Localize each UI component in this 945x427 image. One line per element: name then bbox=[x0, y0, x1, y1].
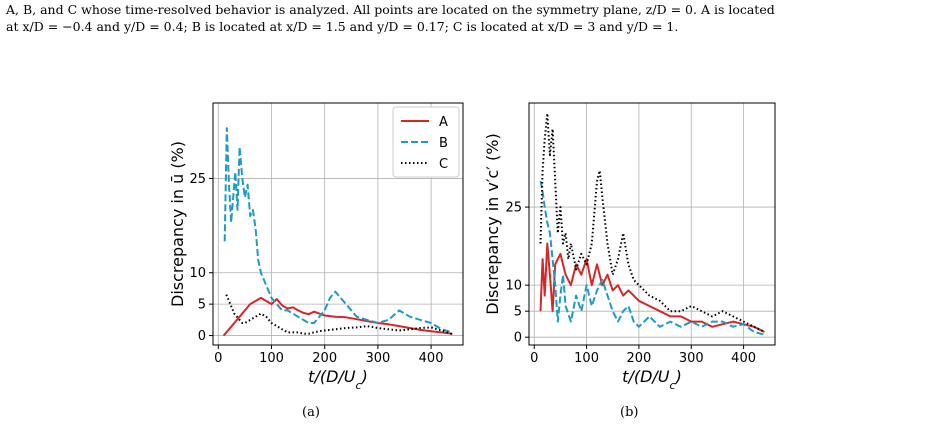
series-line-C bbox=[539, 112, 765, 333]
panel-b-label: (b) bbox=[620, 405, 639, 420]
caption-line-2: at x/D = −0.4 and y/D = 0.4; B is locate… bbox=[6, 19, 679, 34]
y-tick-label: 5 bbox=[514, 305, 522, 320]
series-line-B bbox=[223, 127, 453, 334]
x-tick-label: 200 bbox=[627, 351, 652, 366]
x-tick-label: 0 bbox=[214, 351, 222, 366]
x-tick-label: 400 bbox=[419, 351, 444, 366]
y-tick-label: 10 bbox=[189, 266, 206, 281]
y-tick-label: 10 bbox=[505, 279, 522, 294]
y-tick-label: 0 bbox=[198, 329, 206, 344]
y-axis-label: Discrepancy in ū (%) bbox=[168, 141, 187, 307]
x-tick-label: 300 bbox=[365, 351, 390, 366]
y-tick-label: 0 bbox=[514, 331, 522, 346]
x-tick-label: 200 bbox=[312, 351, 337, 366]
legend-label-B: B bbox=[439, 136, 448, 151]
x-axis-label: t/(D/Uc) bbox=[308, 367, 368, 392]
legend-label-A: A bbox=[439, 115, 448, 130]
y-tick-label: 25 bbox=[505, 201, 522, 216]
axes-frame bbox=[528, 102, 776, 346]
series-line-A bbox=[539, 242, 765, 333]
y-tick-label: 5 bbox=[198, 298, 206, 313]
chart-panel-a: 0 100 200 300 400 0 5 10 25 t/(D/Uc) Discrepancy i… bbox=[168, 102, 464, 392]
x-tick-label: 300 bbox=[679, 351, 704, 366]
x-tick-label: 100 bbox=[574, 351, 599, 366]
y-tick-label: 25 bbox=[189, 172, 206, 187]
x-tick-label: 0 bbox=[530, 351, 538, 366]
series-line-A bbox=[222, 296, 453, 337]
x-tick-label: 400 bbox=[731, 351, 756, 366]
chart-panel-b: 0 100 200 300 400 0 5 10 25 t/(D/Uc) Discrepancy i… bbox=[483, 102, 776, 392]
x-tick-label: 100 bbox=[259, 351, 284, 366]
series-line-C bbox=[225, 294, 453, 336]
caption-line-1: A, B, and C whose time-resolved behavior… bbox=[6, 2, 775, 17]
legend: ABC bbox=[392, 106, 460, 178]
legend-label-C: C bbox=[439, 157, 448, 172]
x-axis-label: t/(D/Uc) bbox=[622, 367, 682, 392]
series-line-B bbox=[539, 180, 765, 336]
panel-a-label: (a) bbox=[302, 405, 320, 420]
y-axis-label: Discrepancy in v′c′ (%) bbox=[483, 133, 502, 314]
axes-frame bbox=[212, 102, 464, 346]
